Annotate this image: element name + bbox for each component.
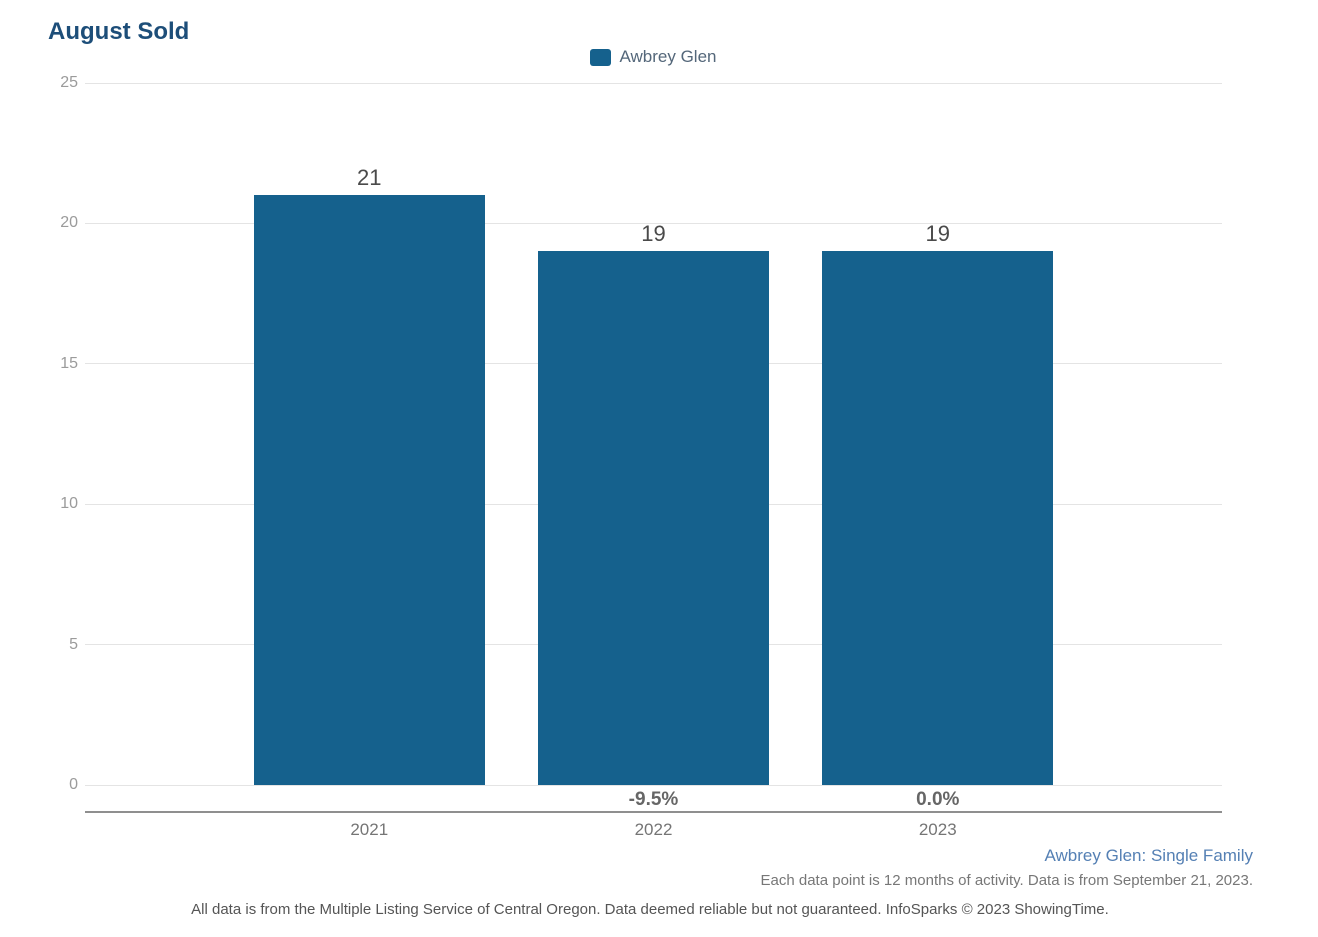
gridline — [85, 82, 1222, 84]
chart-legend: Awbrey Glen — [85, 47, 1222, 67]
y-tick-label: 10 — [60, 495, 78, 513]
x-axis-line — [85, 811, 1222, 813]
gridline — [85, 222, 1222, 224]
bar-value-label: 19 — [925, 221, 950, 247]
bar-2021[interactable] — [253, 195, 485, 785]
bar-2022[interactable] — [538, 251, 769, 785]
footer-series-note: Awbrey Glen: Single Family — [1044, 846, 1254, 865]
gridline — [85, 784, 1222, 786]
legend-swatch-icon — [590, 48, 612, 66]
bar-value-label: 21 — [357, 165, 382, 191]
bar-value-label: 19 — [641, 221, 666, 247]
pct-change-label: 0.0% — [916, 789, 960, 810]
bar-2023[interactable] — [822, 251, 1054, 785]
footer-disclaimer: All data is from the Multiple Listing Se… — [191, 901, 1109, 918]
plot-area: 21 19 -9.5% 19 0.0% — [85, 82, 1222, 810]
y-tick-label: 0 — [69, 776, 78, 793]
x-tick-label: 2022 — [634, 820, 673, 839]
y-tick-label: 25 — [60, 74, 78, 91]
x-axis-labels: 2021 2022 2023 — [85, 820, 1222, 842]
y-tick-label: 5 — [69, 635, 78, 653]
chart-title: August Sold — [48, 18, 190, 45]
x-tick-label: 2021 — [350, 820, 389, 839]
y-tick-label: 20 — [60, 214, 78, 232]
y-axis: 0 5 10 15 20 25 — [0, 74, 78, 793]
legend-series-label: Awbrey Glen — [619, 47, 717, 66]
footer-data-note: Each data point is 12 months of activity… — [760, 872, 1253, 889]
x-tick-label: 2023 — [918, 820, 957, 839]
y-tick-label: 15 — [60, 354, 78, 372]
pct-change-label: -9.5% — [628, 789, 679, 810]
